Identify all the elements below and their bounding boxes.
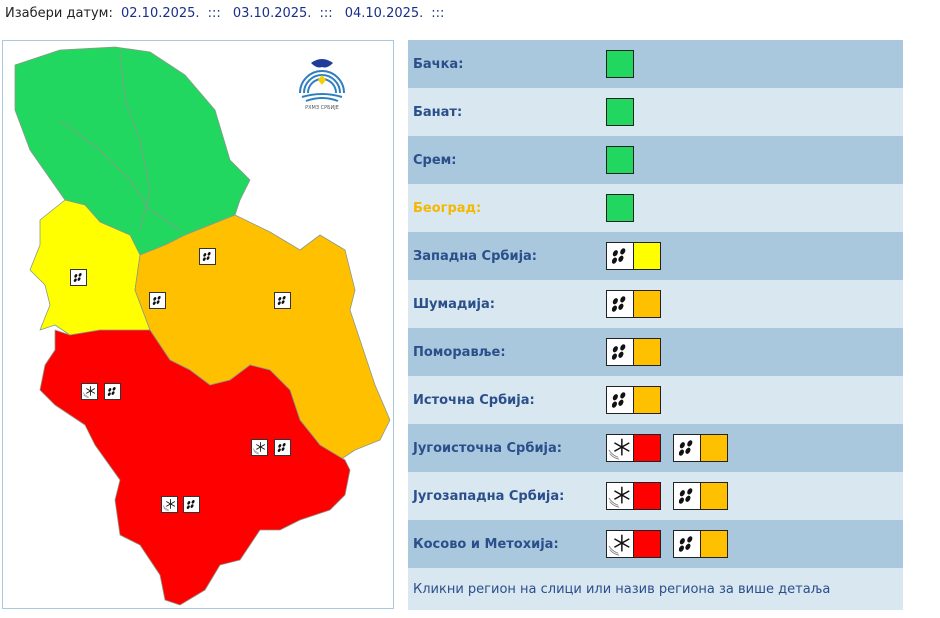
date-link-3[interactable]: 04.10.2025. (344, 6, 424, 21)
warning-indicator (606, 338, 661, 366)
region-name[interactable]: Југоисточна Србија: (413, 440, 562, 456)
warning-indicator (606, 434, 661, 462)
warning-level-color (700, 530, 728, 558)
date-link-2[interactable]: 03.10.2025. (232, 6, 312, 21)
region-row[interactable]: Шумадија: (408, 280, 903, 328)
region-row[interactable]: Југозападна Србија: (408, 472, 903, 520)
rain-icon[interactable] (104, 383, 121, 400)
rain-icon[interactable] (199, 248, 216, 265)
warning-level-color (606, 194, 634, 222)
rain-icon (673, 434, 701, 462)
separator: ::: (319, 6, 333, 21)
snow-icon (606, 434, 634, 462)
warning-level-color (606, 146, 634, 174)
region-name[interactable]: Поморавље: (413, 344, 506, 360)
region-row[interactable]: Југоисточна Србија: (408, 424, 903, 472)
region-row[interactable]: Поморавље: (408, 328, 903, 376)
warning-level-color (633, 386, 661, 414)
region-name[interactable]: Бачка: (413, 56, 464, 72)
warning-level-color (606, 98, 634, 126)
warning-indicator (673, 482, 728, 510)
rain-icon[interactable] (70, 269, 87, 286)
warning-indicator (606, 98, 634, 126)
region-row[interactable]: Западна Србија: (408, 232, 903, 280)
rain-icon (606, 386, 634, 414)
rain-icon[interactable] (274, 292, 291, 309)
region-warning-table: Бачка: Банат: Срем: Београд: Западна Србија:… (408, 40, 903, 610)
snow-icon (606, 482, 634, 510)
region-row[interactable]: Источна Србија: (408, 376, 903, 424)
snow-icon[interactable] (161, 496, 178, 513)
svg-text:РХМЗ СРБИЈЕ: РХМЗ СРБИЈЕ (305, 105, 339, 111)
date-label: Изабери датум: (5, 6, 113, 21)
serbia-warning-map: РХМЗ СРБИЈЕ (2, 40, 394, 609)
warning-indicator (606, 242, 661, 270)
warning-level-color (633, 530, 661, 558)
warning-level-color (633, 242, 661, 270)
warning-indicator (606, 386, 661, 414)
region-name[interactable]: Београд: (413, 200, 482, 216)
warning-indicator (673, 434, 728, 462)
date-link-1[interactable]: 02.10.2025. (121, 6, 200, 21)
rain-icon (673, 530, 701, 558)
region-name[interactable]: Шумадија: (413, 296, 495, 312)
warning-indicator (673, 530, 728, 558)
region-name[interactable]: Срем: (413, 152, 457, 168)
warning-level-color (633, 338, 661, 366)
warning-indicator (606, 50, 634, 78)
region-row[interactable]: Косово и Метохија: (408, 520, 903, 568)
warning-indicator (606, 146, 634, 174)
help-text: Кликни регион на слици или назив региона… (408, 568, 903, 610)
warning-level-color (606, 50, 634, 78)
region-row[interactable]: Срем: (408, 136, 903, 184)
rain-icon (606, 338, 634, 366)
region-name[interactable]: Југозападна Србија: (413, 488, 565, 504)
snow-icon (606, 530, 634, 558)
region-row[interactable]: Банат: (408, 88, 903, 136)
region-name[interactable]: Западна Србија: (413, 248, 538, 264)
region-row[interactable]: Бачка: (408, 40, 903, 88)
rain-icon (673, 482, 701, 510)
warning-level-color (700, 482, 728, 510)
rain-icon[interactable] (149, 292, 166, 309)
warning-indicator (606, 482, 661, 510)
region-name[interactable]: Банат: (413, 104, 463, 120)
snow-icon[interactable] (81, 383, 98, 400)
warning-level-color (700, 434, 728, 462)
date-selector: Изабери датум: 02.10.2025.::: 03.10.2025… (5, 6, 448, 21)
separator: ::: (207, 6, 221, 21)
rain-icon (606, 242, 634, 270)
warning-level-color (633, 290, 661, 318)
region-name[interactable]: Источна Србија: (413, 392, 535, 408)
rain-icon[interactable] (183, 496, 200, 513)
region-row[interactable]: Београд: (408, 184, 903, 232)
rain-icon[interactable] (274, 439, 291, 456)
warning-indicator (606, 194, 634, 222)
warning-level-color (633, 482, 661, 510)
warning-indicator (606, 530, 661, 558)
rain-icon (606, 290, 634, 318)
rhmz-logo: РХМЗ СРБИЈЕ (295, 54, 351, 112)
warning-level-color (633, 434, 661, 462)
region-name[interactable]: Косово и Метохија: (413, 536, 559, 552)
warning-indicator (606, 290, 661, 318)
snow-icon[interactable] (251, 439, 268, 456)
separator: ::: (431, 6, 445, 21)
